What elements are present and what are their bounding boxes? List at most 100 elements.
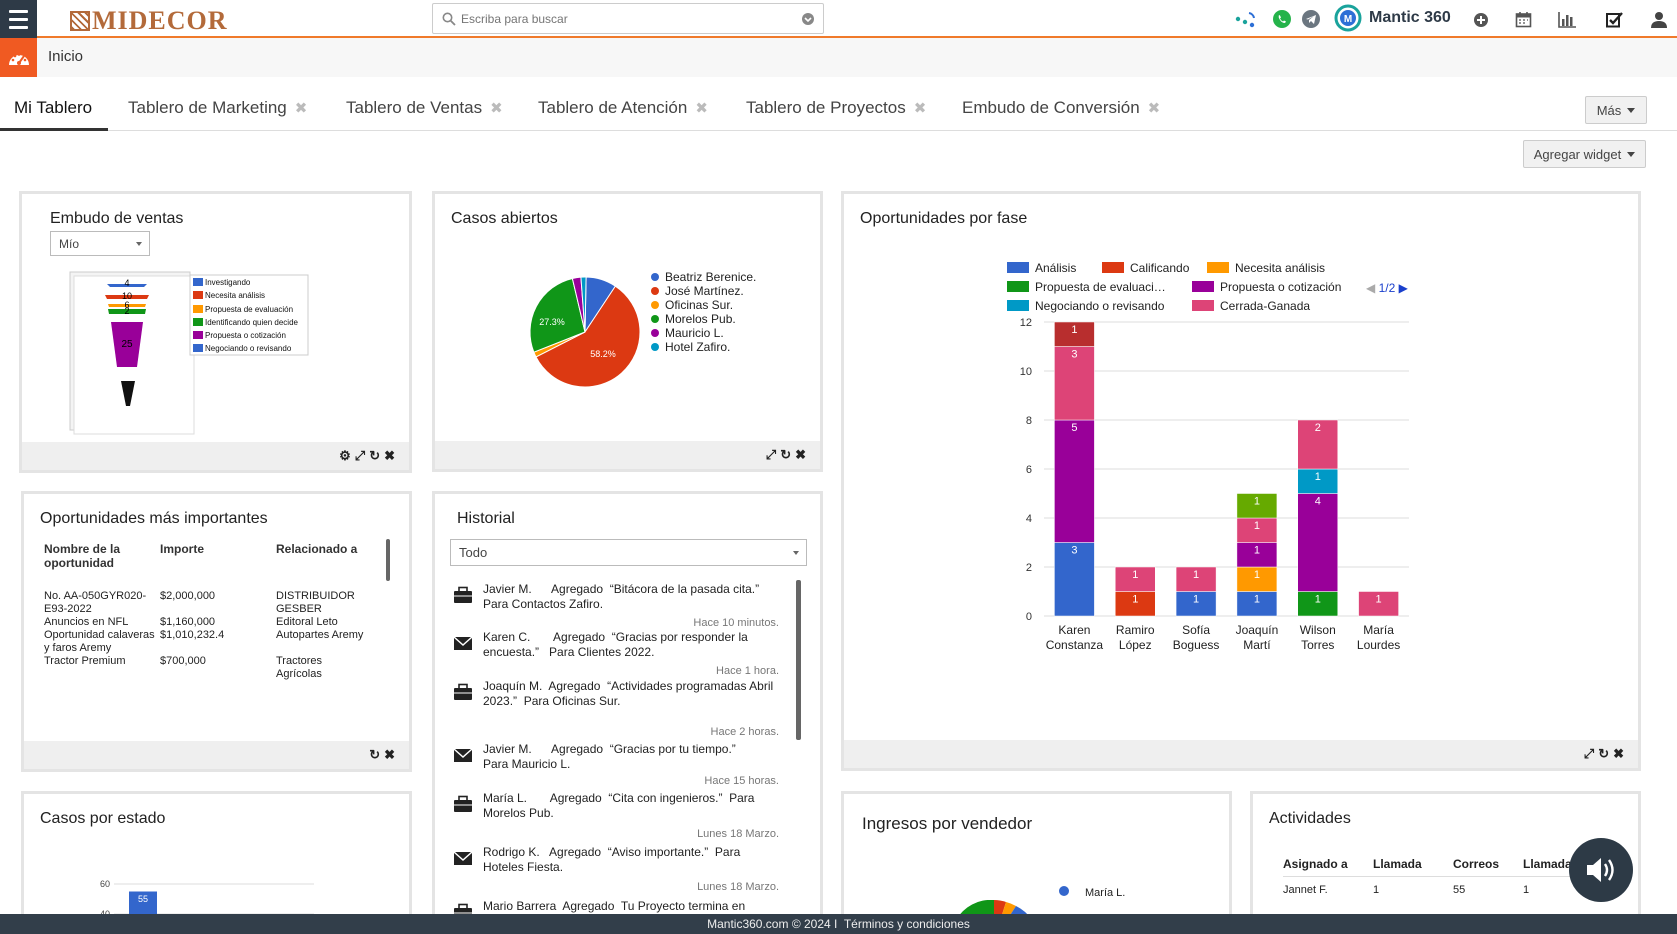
refresh-icon[interactable]: ↻ <box>369 747 381 762</box>
bar-legend-item[interactable]: Propuesta de evaluaci… <box>1007 280 1166 294</box>
bar-value-label: 1 <box>1254 569 1260 581</box>
table-scrollbar[interactable] <box>386 539 390 581</box>
search-dropdown-icon[interactable] <box>801 12 815 26</box>
historial-item[interactable]: Javier M. Agregado “Gracias por tu tiemp… <box>449 742 779 792</box>
close-icon[interactable]: ✖ <box>384 747 395 762</box>
search-box[interactable] <box>432 3 824 34</box>
pie-slice[interactable] <box>529 277 586 353</box>
bar-segment[interactable] <box>1236 517 1278 543</box>
legend-pager[interactable]: ◀ 1/2 ▶ <box>1366 281 1408 295</box>
table-row[interactable]: Oportunidad calaveras y faros Aremy $1,01… <box>44 629 364 654</box>
bar-legend-item[interactable]: Cerrada-Ganada <box>1192 299 1310 313</box>
close-tab-icon[interactable]: ✖ <box>695 100 708 117</box>
telegram-icon[interactable] <box>1301 9 1321 29</box>
whatsapp-icon[interactable] <box>1272 9 1292 29</box>
bar-segment[interactable] <box>1175 591 1217 617</box>
column-header[interactable]: Importe <box>160 542 205 556</box>
embudo-filter-select[interactable]: Mío <box>50 231 150 256</box>
bar-segment[interactable] <box>1297 591 1338 617</box>
historial-item[interactable]: Javier M. Agregado “Bitácora de la pasad… <box>449 582 779 632</box>
expand-icon[interactable]: ⤢ <box>765 447 777 462</box>
next-page-icon[interactable]: ▶ <box>1398 281 1408 295</box>
settings-gear-icon[interactable]: ⚙ <box>339 448 351 463</box>
column-header[interactable]: Llamada <box>1373 856 1422 871</box>
historial-item[interactable]: María L. Agregado “Cita con ingenieros.”… <box>449 791 779 841</box>
bar-legend-item[interactable]: Necesita análisis <box>1207 261 1325 275</box>
bar-segment[interactable] <box>1297 468 1338 494</box>
tab-embudo-conversion[interactable]: Embudo de Conversión ✖ <box>962 98 1161 117</box>
column-header[interactable]: Relacionado a <box>276 542 358 556</box>
expand-icon[interactable]: ⤢ <box>354 448 366 463</box>
refresh-icon[interactable]: ↻ <box>1598 746 1610 761</box>
historial-filter-select[interactable]: Todo <box>450 539 807 566</box>
bar-legend-item[interactable]: Negociando o revisando <box>1007 299 1164 313</box>
refresh-icon[interactable]: ↻ <box>369 448 381 463</box>
historial-item[interactable]: Joaquín M. Agregado “Actividades program… <box>449 679 779 738</box>
bar-segment[interactable] <box>1054 542 1095 617</box>
pie-slice[interactable] <box>580 276 587 333</box>
top-bar: MIDECOR M Mantic 360 <box>0 0 1677 38</box>
tab-tablero-ventas[interactable]: Tablero de Ventas ✖ <box>346 98 503 117</box>
column-header[interactable]: Correos <box>1453 856 1500 871</box>
breadcrumb-home-label[interactable]: Inicio <box>48 48 84 65</box>
mantic-logo-icon[interactable]: M <box>1334 4 1362 32</box>
brand-logo[interactable]: MIDECOR <box>70 6 228 36</box>
close-tab-icon[interactable]: ✖ <box>913 100 927 117</box>
bar-segment[interactable] <box>1297 493 1338 592</box>
add-widget-button[interactable]: Agregar widget <box>1523 140 1646 168</box>
bar-legend-item[interactable]: Análisis <box>1007 261 1076 275</box>
bar-segment[interactable] <box>1236 493 1278 519</box>
bar-segment[interactable] <box>1175 566 1217 592</box>
sound-toggle-button[interactable] <box>1569 838 1633 902</box>
column-header[interactable]: Nombre de la oportunidad <box>44 542 121 570</box>
pie-slice[interactable] <box>535 285 641 388</box>
table-row[interactable]: Anuncios en NFL $1,160,000 Editoral Leto <box>44 616 338 628</box>
bar-legend-item[interactable]: Calificando <box>1102 261 1189 275</box>
column-header[interactable]: Asignado a <box>1283 856 1348 871</box>
add-circle-icon[interactable] <box>1473 12 1489 28</box>
close-icon[interactable]: ✖ <box>1613 746 1624 761</box>
bar-chart-icon[interactable] <box>1558 11 1577 28</box>
funnel-label: 10 <box>122 291 132 301</box>
calendar-icon[interactable] <box>1515 11 1532 28</box>
hamburger-menu-icon[interactable] <box>0 0 37 38</box>
historial-item[interactable]: Karen C. Agregado “Gracias por responder… <box>449 630 779 680</box>
tab-tablero-proyectos[interactable]: Tablero de Proyectos ✖ <box>746 98 927 117</box>
bar-segment[interactable] <box>1054 321 1095 347</box>
close-tab-icon[interactable]: ✖ <box>1147 100 1161 117</box>
expand-icon[interactable]: ⤢ <box>1583 746 1595 761</box>
bar-segment[interactable] <box>1054 419 1095 543</box>
table-row[interactable]: Tractor Premium $700,000 Tractores Agrícol… <box>44 655 323 680</box>
close-icon[interactable]: ✖ <box>384 448 395 463</box>
terms-link[interactable]: Términos y condiciones <box>843 917 970 931</box>
signal-icon[interactable] <box>1234 10 1256 28</box>
refresh-icon[interactable]: ↻ <box>780 447 792 462</box>
bar-legend-item[interactable]: Propuesta o cotización <box>1192 280 1341 294</box>
historial-scrollbar[interactable] <box>796 580 801 740</box>
search-input[interactable] <box>461 10 791 28</box>
tasks-check-icon[interactable] <box>1606 11 1624 28</box>
dashboard-home-button[interactable] <box>0 38 37 77</box>
bar-segment[interactable] <box>1236 542 1278 568</box>
close-tab-icon[interactable]: ✖ <box>294 100 308 117</box>
bar-segment[interactable] <box>1236 591 1278 617</box>
bar-segment[interactable] <box>1236 566 1278 592</box>
bar-segment[interactable] <box>1115 566 1156 592</box>
table-row[interactable]: Jannet F. 1 55 1 <box>1283 884 1530 897</box>
historial-item[interactable]: Rodrigo K. Agregado “Aviso importante.” … <box>449 845 779 895</box>
tab-mi-tablero[interactable]: Mi Tablero <box>0 86 109 131</box>
user-icon[interactable] <box>1651 11 1667 28</box>
historial-item[interactable]: Mario Barrera Agregado Tu Proyecto termi… <box>449 899 779 917</box>
bar-segment[interactable] <box>1297 419 1338 470</box>
bar-segment[interactable] <box>1358 591 1399 617</box>
table-row[interactable]: No. AA-050GYR020-E93-2022 $2,000,000 DISTR… <box>44 590 355 615</box>
more-tabs-button[interactable]: Más <box>1585 96 1647 124</box>
column-header[interactable]: Llamada a <box>1523 856 1582 871</box>
close-icon[interactable]: ✖ <box>795 447 806 462</box>
prev-page-icon[interactable]: ◀ <box>1366 281 1376 295</box>
tab-tablero-atencion[interactable]: Tablero de Atención ✖ <box>538 98 708 117</box>
tab-tablero-marketing[interactable]: Tablero de Marketing ✖ <box>128 98 308 117</box>
bar-segment[interactable] <box>1054 346 1095 421</box>
bar-segment[interactable] <box>1115 591 1156 617</box>
close-tab-icon[interactable]: ✖ <box>490 100 503 117</box>
